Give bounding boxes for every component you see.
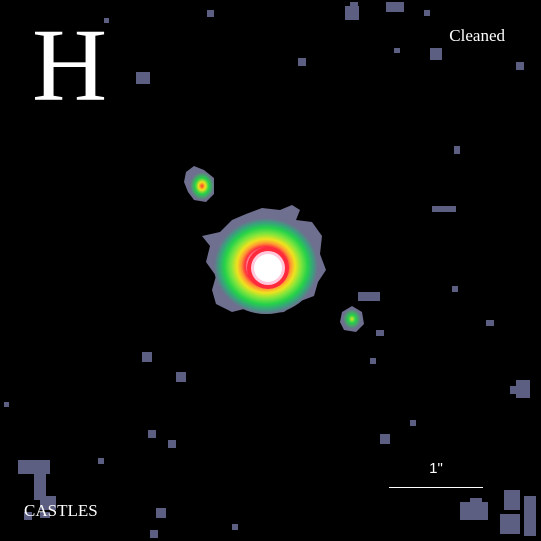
quasar-image-a xyxy=(184,166,214,202)
background-noise xyxy=(4,2,536,538)
scale-bar-label: 1" xyxy=(429,460,443,477)
scale-bar: 1" xyxy=(389,460,483,492)
quasar-image-b xyxy=(340,292,380,332)
lensing-galaxy xyxy=(202,205,326,314)
processing-label: Cleaned xyxy=(449,26,505,45)
survey-credit-label: CASTLES xyxy=(24,501,98,520)
scale-bar-line xyxy=(389,487,483,488)
band-label: H xyxy=(32,8,108,123)
